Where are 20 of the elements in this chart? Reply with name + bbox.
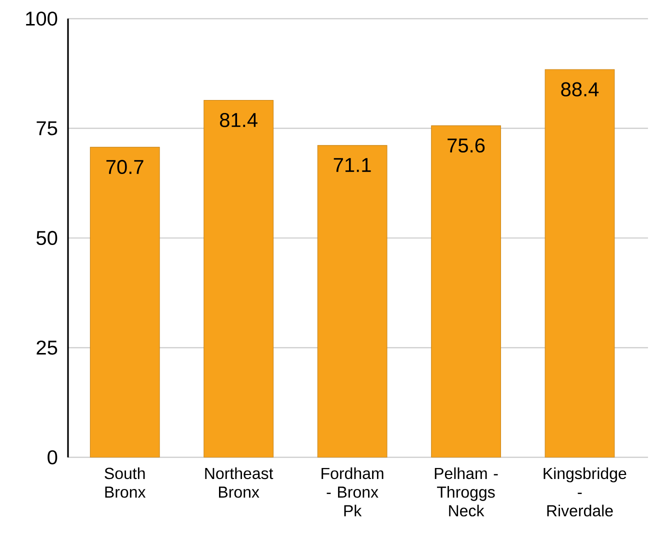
x-tick-label: Northeast Bronx [205,467,274,498]
bar [204,100,274,458]
x-tick-label: Pelham - Throggs Neck [434,467,498,516]
data-label: 81.4 [220,112,258,128]
data-label: 70.7 [106,160,144,174]
x-tick-label: Fordham - Bronx Pk [322,467,384,516]
data-label: 75.6 [448,138,485,153]
y-tick-label: 0 [48,450,58,464]
bar [317,145,388,458]
x-tick-label: South Bronx [104,467,146,498]
y-tick-label: 25 [36,340,58,355]
data-label: 71.1 [334,158,371,172]
bar [90,146,160,458]
y-tick-label: 50 [36,230,58,246]
y-tick-label: 100 [26,12,58,26]
x-tick-label: Kingsbridge - Riverdale [544,467,626,516]
y-tick-label: 75 [36,121,58,136]
data-label: 88.4 [561,82,599,96]
bar [544,69,615,458]
bar [431,125,501,458]
